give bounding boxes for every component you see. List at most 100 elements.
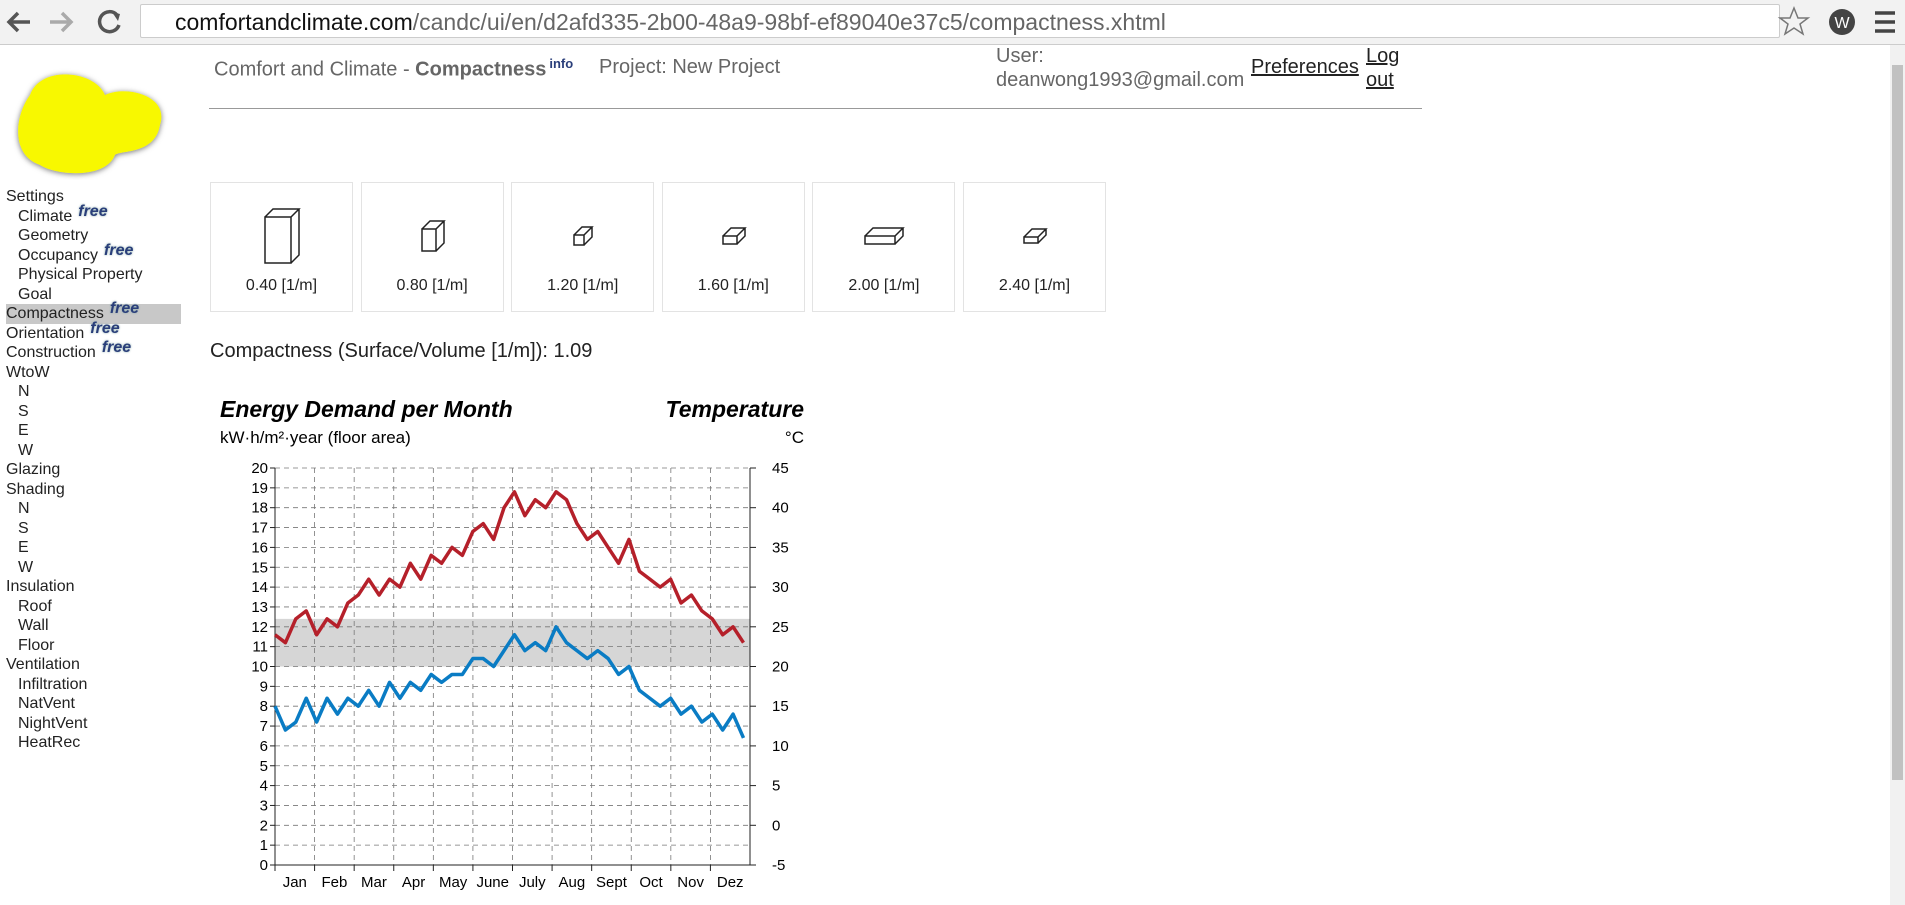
- y2-tick-label: -5: [772, 857, 785, 874]
- box-icon: [1023, 228, 1048, 244]
- nav-item[interactable]: Orientation free: [6, 320, 181, 344]
- nav-label[interactable]: Physical Property: [18, 266, 143, 283]
- nav-label[interactable]: Construction: [6, 344, 96, 361]
- nav-label[interactable]: E: [18, 539, 29, 556]
- free-badge: free: [101, 339, 132, 356]
- nav-item[interactable]: Infiltration: [6, 675, 181, 695]
- scroll-thumb[interactable]: [1892, 65, 1903, 780]
- nav-label[interactable]: W: [18, 441, 34, 459]
- nav-item[interactable]: Geometry: [6, 226, 181, 246]
- nav-item[interactable]: S: [6, 402, 181, 422]
- nav-item[interactable]: E: [6, 538, 181, 558]
- y2-title: Temperature: [666, 396, 805, 422]
- nav-item[interactable]: Climate free: [6, 203, 181, 227]
- info-icon[interactable]: info: [549, 56, 574, 71]
- nav-item[interactable]: Construction free: [6, 339, 181, 363]
- nav-label[interactable]: W: [18, 558, 34, 576]
- nav-label[interactable]: NightVent: [18, 714, 88, 732]
- option-card[interactable]: 1.20 [1/m]: [511, 182, 655, 312]
- box-icon: [722, 227, 747, 245]
- nav-item[interactable]: HeatRec: [6, 733, 181, 753]
- y-tick-label: 19: [251, 480, 268, 497]
- nav-label[interactable]: E: [18, 422, 29, 439]
- temperature-line: [273, 625, 746, 739]
- option-card[interactable]: 0.80 [1/m]: [360, 182, 504, 312]
- nav-buttons[interactable]: [0, 0, 130, 44]
- nav-item[interactable]: Roof: [6, 597, 181, 617]
- y-tick-label: 13: [251, 599, 268, 616]
- nav-label[interactable]: Goal: [18, 285, 52, 303]
- nav-item[interactable]: N: [6, 382, 181, 402]
- nav-label[interactable]: S: [18, 519, 29, 537]
- scrollbar[interactable]: [1890, 45, 1905, 905]
- box-icon: [864, 227, 906, 245]
- nav-label[interactable]: Shading: [6, 480, 65, 498]
- nav-item[interactable]: W: [6, 441, 181, 461]
- compactness-readout: Compactness (Surface/Volume [1/m]): 1.09: [210, 340, 592, 363]
- nav-label[interactable]: Glazing: [6, 461, 61, 478]
- svg-text:W: W: [1834, 15, 1850, 32]
- nav-item[interactable]: Floor: [6, 636, 181, 656]
- nav-label[interactable]: Orientation: [6, 324, 85, 342]
- logo: [18, 74, 162, 174]
- option-card[interactable]: 2.00 [1/m]: [812, 182, 956, 312]
- nav-item[interactable]: Settings: [6, 187, 181, 207]
- x-tick-label: June: [476, 874, 509, 891]
- address-bar[interactable]: comfortandclimate.com/candc/ui/en/d2afd3…: [140, 4, 1780, 38]
- y-tick-label: 12: [251, 619, 268, 636]
- nav-item[interactable]: NatVent: [6, 694, 181, 714]
- nav-item[interactable]: N: [6, 499, 181, 519]
- nav-item[interactable]: Physical Property: [6, 265, 181, 285]
- toolbar-icons[interactable]: W: [1775, 0, 1905, 44]
- nav-label[interactable]: Infiltration: [18, 675, 88, 693]
- option-card[interactable]: 0.40 [1/m]: [210, 182, 353, 312]
- nav-item[interactable]: Insulation: [6, 577, 181, 597]
- nav-item[interactable]: Ventilation: [6, 655, 181, 675]
- logout-link[interactable]: Log out: [1366, 45, 1400, 91]
- nav-label[interactable]: Ventilation: [6, 656, 80, 673]
- x-tick-label: Feb: [321, 874, 347, 891]
- nav-label[interactable]: N: [18, 383, 30, 400]
- nav-item[interactable]: Goal: [6, 285, 181, 305]
- nav-label[interactable]: Insulation: [6, 578, 75, 595]
- option-label: 0.80 [1/m]: [396, 277, 468, 294]
- nav-label[interactable]: Wall: [18, 617, 49, 634]
- option-label: 1.60 [1/m]: [697, 277, 769, 294]
- nav-label[interactable]: Floor: [18, 636, 55, 654]
- nav-label[interactable]: Geometry: [18, 227, 89, 244]
- nav-label[interactable]: Settings: [6, 188, 64, 205]
- y-tick-label: 4: [260, 778, 268, 795]
- nav-item[interactable]: S: [6, 519, 181, 539]
- nav-label[interactable]: HeatRec: [18, 734, 81, 751]
- preferences-link[interactable]: Preferences: [1251, 56, 1359, 78]
- nav-item[interactable]: E: [6, 421, 181, 441]
- chart-title: Energy Demand per Month: [220, 396, 513, 422]
- option-label: 0.40 [1/m]: [245, 277, 318, 294]
- user-label: User:: [996, 45, 1044, 67]
- nav-label[interactable]: WtoW: [6, 363, 50, 381]
- y-tick-label: 7: [260, 718, 268, 735]
- user-info: User: deanwong1993@gmail.com: [996, 44, 1244, 92]
- y-tick-label: 11: [252, 639, 268, 656]
- y-tick-label: 18: [251, 500, 268, 517]
- nav-label[interactable]: Climate: [18, 207, 73, 225]
- option-card[interactable]: 2.40 [1/m]: [963, 182, 1106, 312]
- nav-label[interactable]: Roof: [18, 597, 52, 615]
- app-name: Comfort and Climate -: [214, 58, 416, 81]
- nav-item[interactable]: Shading: [6, 480, 181, 500]
- option-card[interactable]: 1.60 [1/m]: [661, 182, 805, 312]
- nav-item[interactable]: Wall: [6, 616, 181, 636]
- nav-item[interactable]: WtoW: [6, 363, 181, 383]
- nav-label[interactable]: Compactness: [6, 305, 104, 322]
- nav-item[interactable]: W: [6, 558, 181, 578]
- y2-tick-label: 5: [772, 778, 780, 795]
- nav-item[interactable]: NightVent: [6, 714, 181, 734]
- nav-label[interactable]: S: [18, 402, 29, 420]
- nav-item[interactable]: Occupancy free: [6, 242, 181, 266]
- nav-label[interactable]: NatVent: [18, 695, 75, 712]
- box-icon: [420, 220, 446, 252]
- nav-item[interactable]: Glazing: [6, 460, 181, 480]
- nav-label[interactable]: N: [18, 500, 30, 517]
- nav-item[interactable]: Compactness free: [6, 300, 181, 324]
- nav-label[interactable]: Occupancy: [18, 246, 99, 264]
